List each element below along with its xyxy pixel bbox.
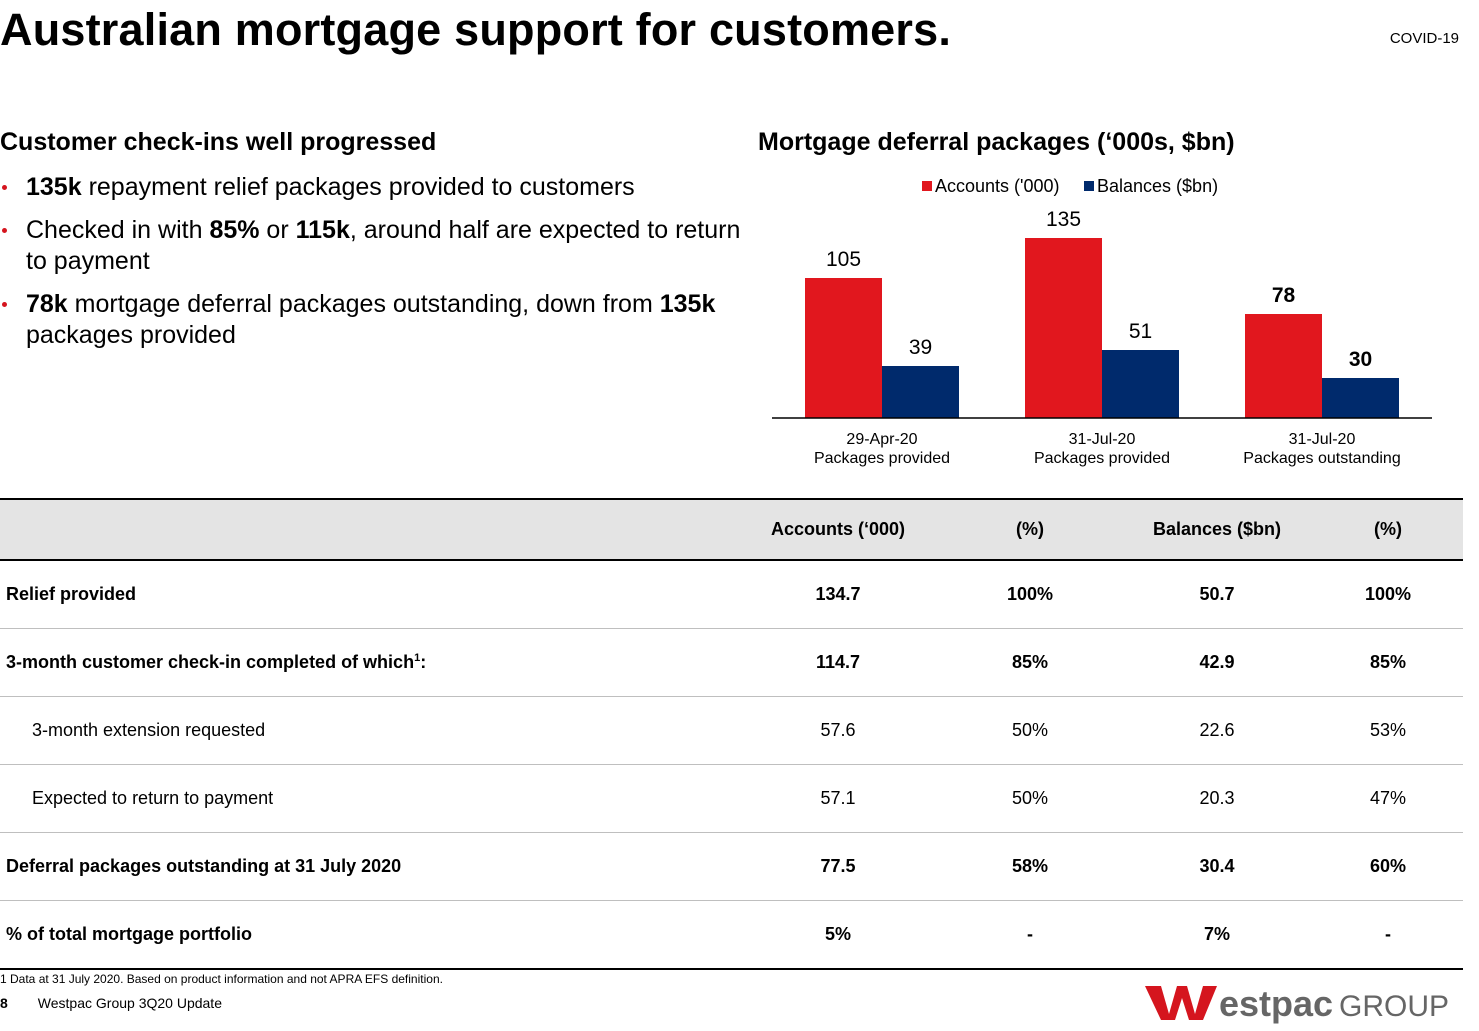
- table-cell: 53%: [1313, 696, 1463, 765]
- table-row: 3-month extension requested 57.6 50% 22.6 53…: [0, 696, 1463, 765]
- bar-balances: [1102, 350, 1179, 418]
- table-cell: 57.6: [737, 696, 939, 765]
- westpac-w-icon: [1145, 986, 1217, 1020]
- legend-label: Accounts ('000): [935, 176, 1060, 196]
- table-row: % of total mortgage portfolio 5% -7% -: [0, 900, 1463, 970]
- westpac-logo: estpac GROUP: [1145, 983, 1449, 1024]
- table-cell: 114.7: [737, 628, 939, 697]
- row-label: 3-month extension requested: [0, 696, 737, 765]
- table-row: 3-month customer check-in completed of w…: [0, 628, 1463, 697]
- table-cell: 100%: [1313, 560, 1463, 629]
- bullet-text: repayment relief packages provided to cu…: [81, 173, 635, 201]
- table-cell: -: [939, 900, 1121, 970]
- row-label: Expected to return to payment: [0, 764, 737, 833]
- covid-tag: COVID-19: [1389, 30, 1459, 47]
- bullet-bold: 135k: [659, 290, 716, 318]
- tick-label: Packages provided: [1034, 450, 1170, 467]
- bar-accounts: [1245, 314, 1322, 418]
- table-row: Deferral packages outstanding at 31 July…: [0, 832, 1463, 901]
- table-cell: 50%: [939, 764, 1121, 833]
- table-header: (%): [1313, 498, 1463, 561]
- bullet-item: 135k repayment relief packages provided …: [0, 172, 760, 203]
- table-header: Balances ($bn): [1121, 498, 1313, 561]
- tick-label: 31-Jul-20: [1069, 431, 1136, 448]
- data-label: 30: [1349, 348, 1372, 371]
- data-label: 78: [1272, 284, 1296, 307]
- data-label: 51: [1129, 320, 1152, 343]
- bar-balances: [1322, 378, 1399, 418]
- bullet-item: 78k mortgage deferral packages outstandi…: [0, 289, 760, 351]
- bullet-text: packages provided: [26, 321, 236, 349]
- deferral-table: Accounts (‘000) (%) Balances ($bn) (%) R…: [0, 498, 1463, 970]
- bullet-item: Checked in with 85% or 115k, around half…: [0, 215, 760, 277]
- logo-word: estpac: [1219, 983, 1333, 1024]
- legend-label: Balances ($bn): [1097, 176, 1218, 196]
- data-label: 135: [1046, 208, 1081, 231]
- table-cell: 100%: [939, 560, 1121, 629]
- bullet-text: Checked in with: [26, 216, 210, 244]
- bullet-text: , around half are expected to return to …: [26, 216, 741, 275]
- bullet-bold: 78k: [26, 290, 68, 318]
- bullet-dot-icon: [2, 302, 7, 307]
- page-title: Australian mortgage support for customer…: [0, 4, 952, 55]
- table-cell: 22.6: [1121, 696, 1313, 765]
- legend-swatch: [922, 181, 932, 191]
- bullet-dot-icon: [2, 185, 7, 190]
- footnote: 1 Data at 31 July 2020. Based on product…: [0, 972, 443, 986]
- bullet-bold: 135k: [26, 173, 82, 201]
- table-cell: 42.9: [1121, 628, 1313, 697]
- table-cell: 20.3: [1121, 764, 1313, 833]
- legend-swatch: [1084, 181, 1094, 191]
- table-cell: -: [1313, 900, 1463, 970]
- bullet-bold: 115k: [295, 216, 350, 244]
- bar-accounts: [1025, 238, 1102, 418]
- table-header-row: Accounts (‘000) (%) Balances ($bn) (%): [0, 498, 1463, 561]
- data-label: 39: [909, 336, 932, 359]
- table-cell: 58%: [939, 832, 1121, 901]
- logo-group: GROUP: [1339, 990, 1449, 1023]
- section-heading: Customer check-ins well progressed: [0, 128, 437, 156]
- bar-balances: [882, 366, 959, 418]
- table-cell: 5%: [737, 900, 939, 970]
- bullet-text: or: [259, 216, 296, 244]
- table-cell: 57.1: [737, 764, 939, 833]
- bullet-bold: 85%: [209, 216, 260, 244]
- table-cell: 85%: [939, 628, 1121, 697]
- chart-title: Mortgage deferral packages (‘000s, $bn): [758, 128, 1235, 156]
- table-header: (%): [939, 498, 1121, 561]
- table-cell: 47%: [1313, 764, 1463, 833]
- bullet-list: 135k repayment relief packages provided …: [0, 172, 760, 363]
- page-footer: 8 Westpac Group 3Q20 Update: [0, 995, 222, 1011]
- table-cell: 50.7: [1121, 560, 1313, 629]
- table-cell: 60%: [1313, 832, 1463, 901]
- bullet-dot-icon: [2, 228, 7, 233]
- table-cell: 77.5: [737, 832, 939, 901]
- row-label: Deferral packages outstanding at 31 July…: [0, 832, 737, 901]
- bar-accounts: [805, 278, 882, 418]
- table-cell: 50%: [939, 696, 1121, 765]
- table-cell: 85%: [1313, 628, 1463, 697]
- table-header: Accounts (‘000): [737, 498, 939, 561]
- row-label: Relief provided: [0, 560, 737, 629]
- tick-label: 31-Jul-20: [1289, 431, 1356, 448]
- tick-label: Packages provided: [814, 450, 950, 467]
- table-header-blank: [0, 498, 737, 561]
- row-label: 3-month customer check-in completed of w…: [0, 628, 737, 697]
- table-row: Expected to return to payment 57.1 50% 20.3…: [0, 764, 1463, 833]
- page-number: 8: [0, 995, 8, 1011]
- bullet-text: mortgage deferral packages outstanding, …: [67, 290, 660, 318]
- tick-label: 29-Apr-20: [846, 431, 917, 448]
- table-cell: 30.4: [1121, 832, 1313, 901]
- row-label: % of total mortgage portfolio: [0, 900, 737, 970]
- table-cell: 134.7: [737, 560, 939, 629]
- tick-label: Packages outstanding: [1243, 450, 1400, 467]
- doc-title: Westpac Group 3Q20 Update: [37, 995, 222, 1011]
- table-row: Relief provided 134.7 100% 50.7 100%: [0, 560, 1463, 629]
- data-label: 105: [826, 248, 861, 271]
- bar-chart: Accounts ('000) Balances ($bn) 105 39 29-Apr…: [772, 176, 1432, 467]
- table-cell: 7%: [1121, 900, 1313, 970]
